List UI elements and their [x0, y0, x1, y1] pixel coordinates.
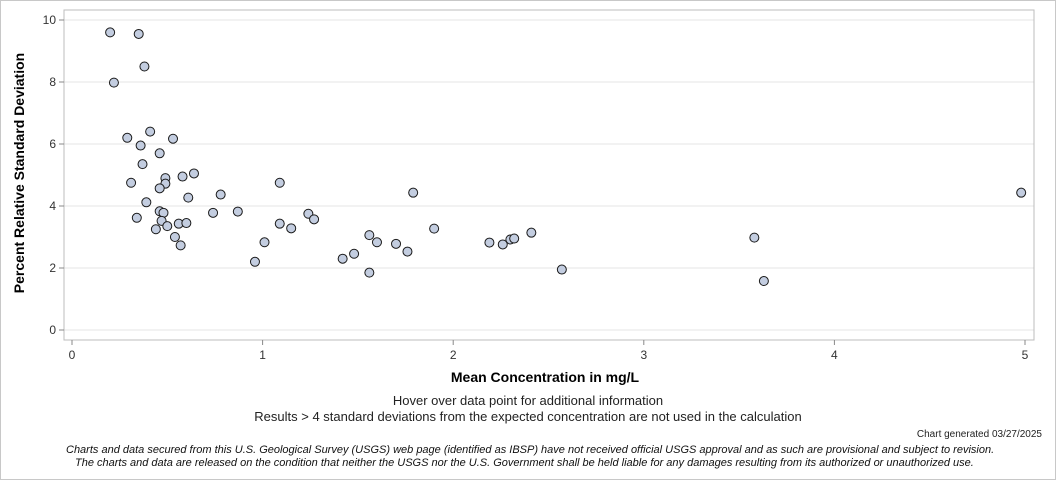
- y-tick-label: 10: [43, 13, 57, 27]
- y-tick-label: 6: [49, 137, 56, 151]
- data-point[interactable]: [183, 192, 194, 203]
- data-point[interactable]: [139, 61, 150, 72]
- data-point[interactable]: [758, 276, 769, 287]
- data-point[interactable]: [1016, 187, 1027, 198]
- data-point[interactable]: [429, 223, 440, 234]
- x-tick-label: 4: [831, 348, 838, 362]
- y-axis-title: Percent Relative Standard Deviation: [11, 53, 27, 293]
- data-point[interactable]: [371, 237, 382, 248]
- y-tick-label: 0: [49, 323, 56, 337]
- data-point[interactable]: [158, 207, 169, 218]
- data-point[interactable]: [309, 214, 320, 225]
- disclaimer-line-2: The charts and data are released on the …: [75, 457, 974, 469]
- data-point[interactable]: [154, 148, 165, 159]
- data-point[interactable]: [162, 221, 173, 232]
- data-point[interactable]: [133, 28, 144, 39]
- data-point[interactable]: [408, 187, 419, 198]
- results-note: Results > 4 standard deviations from the…: [254, 409, 802, 424]
- data-point[interactable]: [274, 177, 285, 188]
- x-tick-label: 5: [1022, 348, 1029, 362]
- data-point[interactable]: [349, 248, 360, 259]
- data-point[interactable]: [177, 171, 188, 182]
- data-point[interactable]: [208, 207, 219, 218]
- data-point[interactable]: [497, 239, 508, 250]
- data-point[interactable]: [169, 232, 180, 242]
- data-point[interactable]: [168, 133, 179, 144]
- data-point[interactable]: [259, 237, 270, 248]
- data-point[interactable]: [145, 126, 156, 137]
- data-points: [105, 27, 1027, 287]
- hover-hint: Hover over data point for additional inf…: [392, 393, 664, 408]
- data-point[interactable]: [181, 218, 192, 229]
- y-tick-label: 2: [49, 261, 56, 275]
- data-point[interactable]: [249, 256, 260, 267]
- data-point[interactable]: [749, 232, 760, 243]
- data-point[interactable]: [364, 230, 375, 241]
- x-tick-label: 3: [640, 348, 647, 362]
- data-point[interactable]: [126, 177, 137, 188]
- data-point[interactable]: [154, 183, 165, 194]
- y-tick-label: 8: [49, 75, 56, 89]
- x-tick-label: 2: [450, 348, 457, 362]
- data-point[interactable]: [364, 267, 375, 278]
- disclaimer-line-1: Charts and data secured from this U.S. G…: [66, 444, 995, 456]
- data-point[interactable]: [188, 168, 199, 179]
- x-tick-label: 1: [259, 348, 266, 362]
- scatter-chart: 0 2 4 6 8 10 0 1 2 3 4 5 Mean Concentration in mg/L…: [11, 9, 1035, 385]
- data-point[interactable]: [526, 227, 537, 238]
- y-tick-label: 4: [49, 199, 56, 213]
- data-point[interactable]: [402, 246, 413, 257]
- data-point[interactable]: [286, 223, 297, 234]
- axes: 0 2 4 6 8 10 0 1 2 3 4 5: [43, 13, 1029, 362]
- x-tick-label: 0: [69, 348, 76, 362]
- data-point[interactable]: [556, 264, 567, 275]
- data-point[interactable]: [141, 197, 152, 208]
- data-point[interactable]: [105, 27, 116, 38]
- plot-area-border: [63, 9, 1035, 341]
- data-point[interactable]: [484, 237, 495, 248]
- data-point[interactable]: [232, 206, 243, 217]
- data-point[interactable]: [122, 132, 133, 143]
- data-point[interactable]: [108, 77, 119, 88]
- data-point[interactable]: [131, 212, 142, 223]
- chart-generated-date: Chart generated 03/27/2025: [916, 429, 1042, 440]
- data-point[interactable]: [274, 218, 285, 229]
- x-axis-title: Mean Concentration in mg/L: [451, 369, 640, 385]
- gridlines: [64, 19, 1034, 331]
- data-point[interactable]: [150, 224, 161, 235]
- data-point[interactable]: [391, 238, 402, 249]
- data-point[interactable]: [175, 240, 186, 251]
- data-point[interactable]: [135, 140, 146, 151]
- data-point[interactable]: [137, 159, 148, 170]
- data-point[interactable]: [337, 253, 348, 264]
- data-point[interactable]: [509, 233, 520, 244]
- data-point[interactable]: [215, 189, 226, 200]
